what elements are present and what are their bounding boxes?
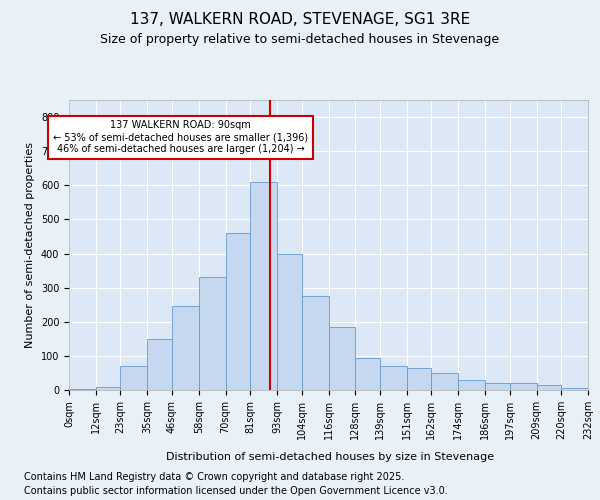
Bar <box>302 296 329 390</box>
Bar <box>172 306 199 390</box>
Bar <box>485 383 510 390</box>
Text: Contains public sector information licensed under the Open Government Licence v3: Contains public sector information licen… <box>24 486 448 496</box>
Bar <box>121 366 147 390</box>
Bar <box>431 373 458 390</box>
Bar <box>96 386 121 390</box>
Bar <box>458 380 485 390</box>
Bar <box>277 254 302 390</box>
Text: Contains HM Land Registry data © Crown copyright and database right 2025.: Contains HM Land Registry data © Crown c… <box>24 472 404 482</box>
Bar <box>199 278 226 390</box>
Bar <box>147 339 172 390</box>
Bar <box>380 366 407 390</box>
Bar <box>226 233 250 390</box>
Bar <box>329 327 355 390</box>
Bar <box>561 388 588 390</box>
Text: Distribution of semi-detached houses by size in Stevenage: Distribution of semi-detached houses by … <box>166 452 494 462</box>
Text: Size of property relative to semi-detached houses in Stevenage: Size of property relative to semi-detach… <box>100 32 500 46</box>
Y-axis label: Number of semi-detached properties: Number of semi-detached properties <box>25 142 35 348</box>
Text: 137 WALKERN ROAD: 90sqm
← 53% of semi-detached houses are smaller (1,396)
46% of: 137 WALKERN ROAD: 90sqm ← 53% of semi-de… <box>53 120 308 154</box>
Bar <box>407 368 431 390</box>
Bar <box>355 358 380 390</box>
Bar <box>536 385 561 390</box>
Text: 137, WALKERN ROAD, STEVENAGE, SG1 3RE: 137, WALKERN ROAD, STEVENAGE, SG1 3RE <box>130 12 470 28</box>
Bar <box>250 182 277 390</box>
Bar <box>510 383 536 390</box>
